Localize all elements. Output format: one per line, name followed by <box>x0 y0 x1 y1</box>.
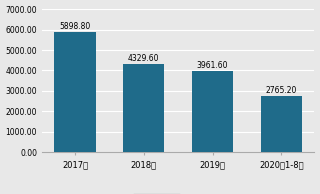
Bar <box>261 96 302 152</box>
Text: 4329.60: 4329.60 <box>128 54 160 63</box>
Bar <box>123 64 164 152</box>
Bar <box>54 32 96 152</box>
Text: 5898.80: 5898.80 <box>60 22 91 31</box>
Bar <box>192 71 233 152</box>
Text: 2765.20: 2765.20 <box>266 86 297 95</box>
Text: 3961.60: 3961.60 <box>197 61 228 70</box>
